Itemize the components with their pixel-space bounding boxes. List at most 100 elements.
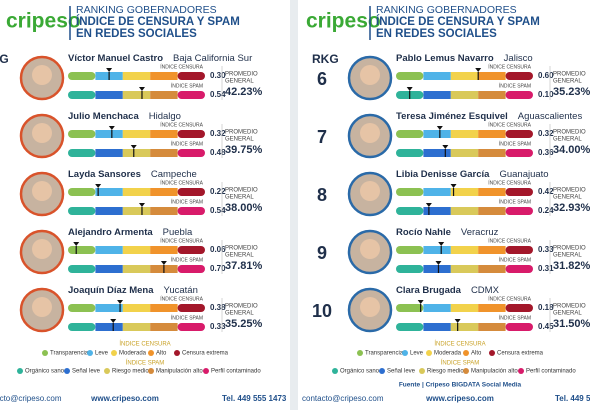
bar-segment (150, 130, 178, 138)
legend-dot (148, 368, 154, 374)
bar-segment (423, 323, 451, 331)
promedio-label: GENERAL (553, 311, 582, 317)
bar-segment (423, 72, 451, 80)
bar-segment (95, 323, 123, 331)
index-marker (130, 145, 137, 157)
index-label: ÍNDICE CENSURA (488, 237, 531, 244)
index-label: ÍNDICE SPAM (171, 314, 203, 321)
index-value: 0.33 (538, 245, 554, 254)
promedio-value: 39.75% (225, 144, 263, 156)
promedio-label: PROMEDIO (225, 188, 258, 194)
bar-segment (505, 149, 533, 157)
bar-segment (478, 304, 506, 312)
legend-dot (203, 368, 209, 374)
index-value: 0.33 (210, 322, 226, 331)
bar-segment (68, 304, 96, 312)
photo-face (360, 297, 380, 317)
index-label: ÍNDICE SPAM (171, 256, 203, 263)
bar-segment (450, 130, 479, 138)
legend-dot (87, 350, 93, 356)
person-name: Clara Brugada CDMX (396, 285, 500, 296)
bar-segment (68, 130, 96, 138)
legend-dot (357, 350, 363, 356)
legend-item: Moderada (434, 351, 462, 357)
promedio-label: PROMEDIO (553, 130, 586, 136)
state: Aguascalientes (518, 111, 583, 122)
bar-segment (122, 91, 151, 99)
legend-dot (463, 350, 469, 356)
bar-segment (396, 207, 424, 215)
index-marker (417, 300, 424, 312)
index-value: 0.54 (210, 90, 226, 99)
promedio-label: GENERAL (225, 253, 254, 259)
promedio-label: PROMEDIO (553, 188, 586, 194)
index-marker (160, 261, 167, 273)
index-marker (138, 87, 145, 99)
bar-segment (505, 265, 533, 273)
promedio-value: 35.25% (225, 318, 263, 330)
footer-web: www.cripeso.com (90, 394, 159, 403)
rank: 10 (312, 301, 332, 321)
index-value: 0.45 (538, 322, 554, 331)
rank-header: RKG (0, 52, 9, 66)
bar-segment (95, 91, 123, 99)
legend-dot (518, 368, 524, 374)
name: Julio Menchaca (68, 111, 139, 122)
photo-face (32, 123, 52, 143)
promedio-label: GENERAL (553, 137, 582, 143)
index-marker (475, 68, 482, 80)
promedio-label: GENERAL (225, 195, 254, 201)
legend-item: Transparencia (50, 351, 89, 357)
legend-dot (17, 368, 23, 374)
index-label: ÍNDICE CENSURA (160, 237, 203, 244)
index-label: ÍNDICE CENSURA (488, 121, 531, 128)
bar-segment (122, 130, 151, 138)
promedio-label: PROMEDIO (553, 246, 586, 252)
footer-email: contacto@cripeso.com (0, 394, 62, 403)
index-value: 0.32 (210, 129, 226, 138)
name: Alejandro Armenta (68, 227, 153, 238)
index-label: ÍNDICE CENSURA (160, 121, 203, 128)
legend-item: Censura extrema (182, 351, 229, 357)
promedio-label: PROMEDIO (553, 72, 586, 78)
legend-item: Perfil contaminado (526, 369, 576, 375)
legend-item: Orgánico sano (25, 369, 65, 375)
index-value: 0.36 (538, 148, 554, 157)
legend-dot (402, 350, 408, 356)
index-marker (95, 184, 102, 196)
index-label: ÍNDICE SPAM (171, 140, 203, 147)
footer-tel: Tel. 449 555 1473 (555, 394, 590, 403)
index-marker (450, 184, 457, 196)
legend-dot (111, 350, 117, 356)
bar-segment (177, 265, 205, 273)
bar-segment (68, 149, 96, 157)
bar-segment (505, 246, 533, 254)
header-title: EN REDES SOCIALES (376, 28, 497, 40)
bar-segment (122, 72, 151, 80)
state: Veracruz (461, 227, 499, 238)
legend-dot (379, 368, 385, 374)
promedio-label: GENERAL (225, 137, 254, 143)
bar-segment (122, 265, 151, 273)
bar-segment (423, 91, 451, 99)
bar-segment (122, 149, 151, 157)
bar-segment (450, 72, 479, 80)
bar-segment (177, 149, 205, 157)
name: Víctor Manuel Castro (68, 53, 163, 64)
bar-segment (450, 304, 479, 312)
bar-segment (450, 207, 479, 215)
index-marker (108, 126, 115, 138)
index-label: ÍNDICE CENSURA (160, 63, 203, 70)
bar-segment (423, 130, 451, 138)
rank: 9 (317, 243, 327, 263)
legend-item: Moderada (119, 351, 147, 357)
photo-face (360, 65, 380, 85)
photo-face (360, 181, 380, 201)
rank: 6 (317, 69, 327, 89)
bar-segment (505, 130, 533, 138)
bar-segment (396, 72, 424, 80)
bar-segment (505, 91, 533, 99)
logo: cripeso (6, 10, 81, 33)
